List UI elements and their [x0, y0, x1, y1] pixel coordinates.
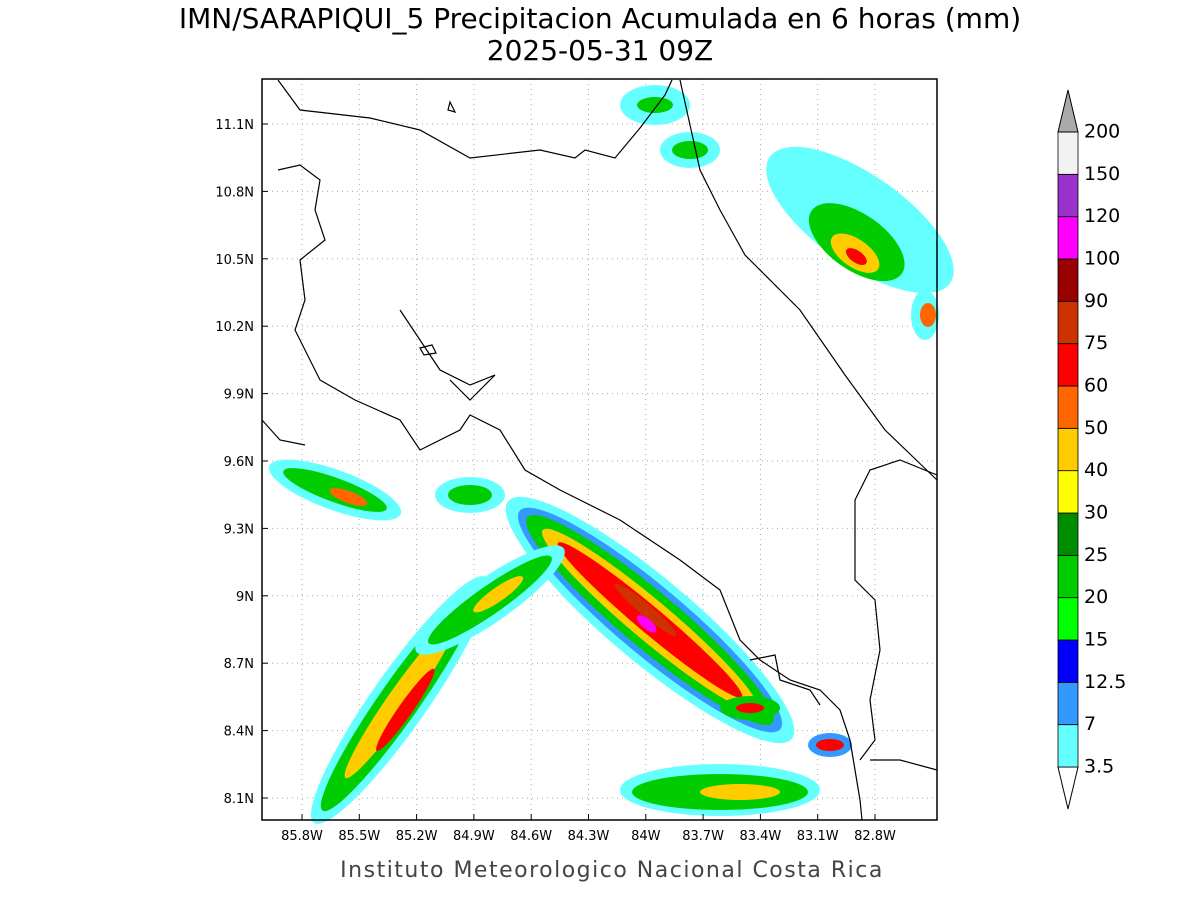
colorbar-label: 100 — [1084, 248, 1120, 270]
colorbar-swatch — [1057, 554, 1079, 599]
lon-tick-label: 85.8W — [281, 829, 323, 844]
lon-tick-label: 85.2W — [396, 829, 438, 844]
lat-tick-label: 10.8N — [215, 185, 254, 200]
lon-tick-label: 84.6W — [510, 829, 552, 844]
colorbar-label: 3.5 — [1084, 756, 1114, 778]
colorbar-swatch — [1057, 470, 1079, 514]
colorbar-swatch — [1057, 681, 1079, 726]
title: IMN/SARAPIQUI_5 Precipitacion Acumulada … — [179, 2, 1021, 35]
colorbar-label: 150 — [1084, 163, 1120, 185]
lon-tick-label: 84.3W — [568, 829, 610, 844]
precipitation-field — [268, 85, 954, 824]
subtitle: 2025-05-31 09Z — [487, 34, 713, 67]
lon-tick-label: 85.5W — [338, 829, 380, 844]
colorbar-label: 20 — [1084, 586, 1108, 608]
lon-tick-label: 84.9W — [453, 829, 495, 844]
colorbar-label: 200 — [1084, 121, 1120, 143]
credit: Instituto Meteorologico Nacional Costa R… — [340, 858, 884, 883]
lat-tick-label: 8.1N — [224, 792, 254, 807]
colorbar-label: 90 — [1084, 290, 1108, 312]
colorbar-swatch — [1057, 512, 1079, 556]
axis-labels: 11.1N 10.8N 10.5N 10.2N 9.9N 9.6N 9.3N 9N 8.7N 8.… — [215, 118, 896, 844]
colorbar-label: 7 — [1084, 713, 1096, 735]
colorbar-swatch — [1057, 639, 1079, 683]
lat-tick-label: 10.5N — [215, 253, 254, 268]
map-frame — [261, 78, 938, 821]
colorbar-label: 40 — [1084, 459, 1108, 481]
colorbar-label: 25 — [1084, 544, 1108, 566]
colorbar-label: 75 — [1084, 332, 1108, 354]
coastlines — [261, 79, 938, 821]
colorbar-swatch — [1057, 427, 1079, 472]
colorbar-label: 15 — [1084, 629, 1108, 651]
lat-tick-label: 9.3N — [224, 522, 254, 537]
colorbar-swatch — [1057, 131, 1079, 175]
lat-tick-label: 9.9N — [224, 388, 254, 403]
colorbar-swatch — [1057, 343, 1079, 387]
lat-tick-label: 8.4N — [224, 725, 254, 740]
lon-tick-label: 82.8W — [854, 829, 896, 844]
colorbar-over — [1057, 89, 1079, 133]
graticule — [262, 79, 937, 820]
colorbar-swatch — [1057, 300, 1079, 345]
lat-tick-label: 9N — [236, 590, 254, 605]
lat-tick-label: 8.7N — [224, 657, 254, 672]
colorbar: 3.5 7 12.5 15 20 25 30 40 50 60 75 90 100 120 150 200 — [1057, 89, 1126, 810]
colorbar-swatch — [1057, 216, 1079, 260]
lon-tick-label: 83.7W — [682, 829, 724, 844]
colorbar-swatch — [1057, 724, 1079, 768]
colorbar-label: 12.5 — [1084, 671, 1126, 693]
lat-tick-label: 9.6N — [224, 455, 254, 470]
lon-tick-label: 84W — [631, 829, 661, 844]
colorbar-label: 50 — [1084, 417, 1108, 439]
colorbar-swatch — [1057, 385, 1079, 429]
colorbar-label: 30 — [1084, 502, 1108, 524]
lat-tick-label: 11.1N — [215, 118, 254, 133]
lat-tick-label: 10.2N — [215, 320, 254, 335]
colorbar-label: 60 — [1084, 375, 1108, 397]
colorbar-swatch — [1057, 597, 1079, 641]
colorbar-swatch — [1057, 173, 1079, 218]
colorbar-label: 120 — [1084, 205, 1120, 227]
lon-tick-label: 83.4W — [739, 829, 781, 844]
colorbar-swatch — [1057, 258, 1079, 302]
lon-tick-label: 83.1W — [797, 829, 839, 844]
